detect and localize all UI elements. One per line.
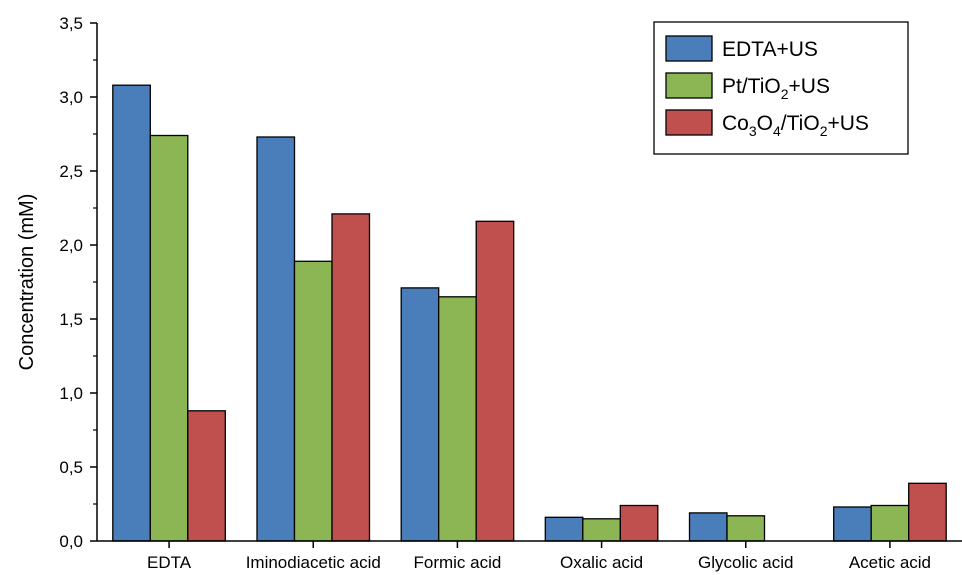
y-tick-label: 2,0 bbox=[59, 236, 83, 255]
legend-label: EDTA+US bbox=[722, 38, 818, 61]
legend: EDTA+US Pt/TiO2+US Co3O4/TiO2+US bbox=[653, 21, 909, 155]
legend-label: Pt/TiO2+US bbox=[722, 75, 830, 102]
bar bbox=[833, 506, 872, 542]
bar bbox=[149, 134, 189, 542]
bar bbox=[293, 260, 333, 542]
x-tick-label: Formic acid bbox=[413, 553, 501, 572]
y-tick-label: 2,5 bbox=[59, 162, 83, 181]
bar bbox=[619, 504, 659, 542]
bar bbox=[688, 512, 728, 542]
bar bbox=[870, 504, 910, 542]
bar bbox=[256, 136, 296, 542]
legend-swatch bbox=[665, 72, 713, 99]
y-tick-label: 3,0 bbox=[59, 88, 83, 107]
y-tick-label: 1,5 bbox=[59, 310, 83, 329]
legend-swatch bbox=[665, 109, 713, 136]
bar bbox=[582, 518, 621, 542]
x-tick-label: Acetic acid bbox=[849, 553, 931, 572]
bar bbox=[438, 296, 477, 542]
y-tick-label: 1,0 bbox=[59, 384, 83, 403]
y-tick-label: 0,0 bbox=[59, 532, 83, 551]
legend-swatch bbox=[665, 35, 713, 62]
bar bbox=[112, 84, 151, 542]
legend-label: Co3O4/TiO2+US bbox=[722, 112, 869, 139]
bar bbox=[400, 287, 440, 542]
axes-group: 0,0 0,5 1,0 1,5 2,0 2,5 3,0 3,5 EDTA Iminodiaceti… bbox=[16, 14, 962, 572]
y-tick-label: 0,5 bbox=[59, 458, 83, 477]
bar bbox=[726, 515, 766, 542]
bar bbox=[331, 213, 371, 542]
x-tick-label: EDTA bbox=[147, 553, 192, 572]
y-axis-title: Concentration (mM) bbox=[16, 194, 38, 371]
bars-group bbox=[112, 84, 947, 542]
x-tick-label: Glycolic acid bbox=[698, 553, 793, 572]
y-tick-label: 3,5 bbox=[59, 14, 83, 33]
x-tick-label: Iminodiacetic acid bbox=[246, 553, 381, 572]
bar bbox=[908, 482, 947, 542]
bar bbox=[475, 220, 515, 542]
bar bbox=[187, 410, 226, 542]
x-tick-label: Oxalic acid bbox=[560, 553, 643, 572]
bar bbox=[544, 516, 584, 542]
